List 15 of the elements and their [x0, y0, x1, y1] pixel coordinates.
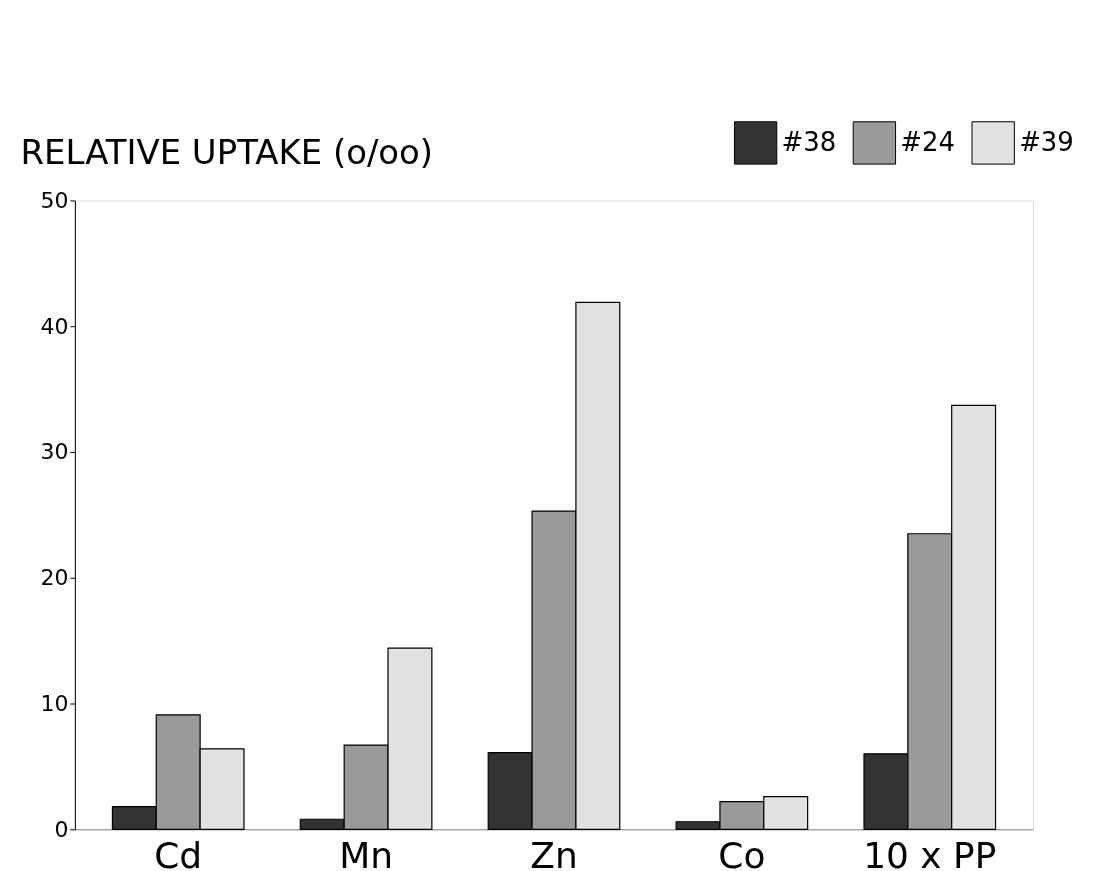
- legend-label: #24: [900, 126, 956, 157]
- y-axis-title: RELATIVE UPTAKE (o/oo): [20, 133, 434, 173]
- y-tick-label: 20: [40, 565, 69, 591]
- y-tick-label: 30: [40, 439, 69, 465]
- legend-label: #38: [781, 126, 837, 157]
- y-tick-label: 50: [40, 187, 69, 213]
- x-tick-label: Cd: [154, 834, 203, 871]
- x-tick-label: Mn: [339, 834, 393, 871]
- y-tick-label: 40: [40, 313, 69, 339]
- x-tick-label: Co: [718, 834, 766, 871]
- legend-label: #39: [1019, 126, 1074, 157]
- x-tick-label: Zn: [530, 834, 578, 871]
- y-tick-label: 0: [54, 816, 69, 842]
- y-tick-label: 10: [40, 691, 69, 717]
- x-tick-label: 10 x PP: [863, 834, 997, 871]
